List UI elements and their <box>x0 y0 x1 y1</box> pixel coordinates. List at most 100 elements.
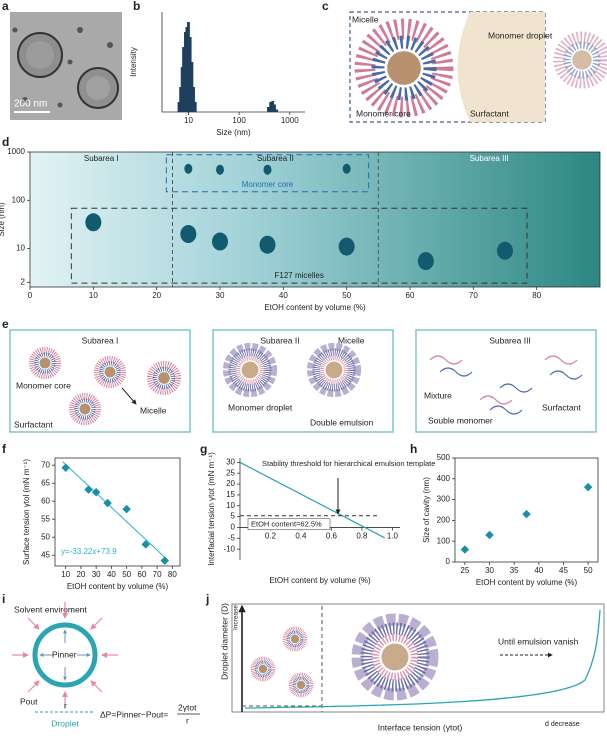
panel-label: c <box>322 0 329 13</box>
x-tick-label: 60 <box>137 570 146 579</box>
x-tick-label: 80 <box>168 570 177 579</box>
diagram-label: Monomer droplet <box>488 30 553 40</box>
data-point <box>212 232 228 251</box>
data-point <box>141 540 150 549</box>
y-tick-label: 5 <box>231 512 236 521</box>
bar <box>273 104 276 112</box>
tension-diagram: Droplet diameter (D) Increase Until emul… <box>219 603 605 732</box>
bar <box>177 102 181 112</box>
box-title: Subarea I <box>82 335 119 345</box>
data-point <box>460 545 470 554</box>
x-tick-label: 40 <box>279 291 288 300</box>
data-point <box>103 498 112 508</box>
bar <box>193 102 197 112</box>
panel-label: j <box>205 592 209 606</box>
x-tick-label: 40 <box>534 566 543 575</box>
region-label: Subarea III <box>470 154 509 163</box>
diagram-label: r <box>64 700 67 710</box>
panel-label: f <box>2 442 7 456</box>
data-point <box>180 225 197 244</box>
y-tick-label: 1000 <box>7 147 25 156</box>
data-point <box>61 463 70 472</box>
threshold-label: EtOH content=62.5% <box>251 520 322 529</box>
data-point <box>417 252 434 271</box>
data-point <box>338 237 355 256</box>
fit-line <box>62 461 167 560</box>
x-axis-label: EtOH content by volume (%) <box>476 578 578 587</box>
y-axis-label: Size (nm) <box>0 202 6 237</box>
data-point <box>122 504 131 514</box>
y-tick-label: 55 <box>41 514 50 523</box>
bar <box>267 107 270 112</box>
plot-frame <box>454 457 599 563</box>
diagram-label: Monomer core <box>356 108 411 118</box>
annotation: Stability threshold for hierarchical emu… <box>262 459 435 468</box>
box-title: Subarea II <box>260 335 299 345</box>
region-label: Subarea II <box>257 154 294 163</box>
series-box <box>70 207 528 284</box>
bar <box>269 102 273 112</box>
x-tick-label: 60 <box>406 291 415 300</box>
x-axis-label: EtOH content by volume (%) <box>264 303 366 312</box>
axis-label: Interface tension (γtot) <box>378 722 463 732</box>
diagram-label: Mixture <box>424 390 452 400</box>
x-tick-label: 1.0 <box>387 532 399 541</box>
bar <box>185 27 189 112</box>
diagram-label: Micelle <box>338 335 365 345</box>
y-tick-label: 0 <box>231 523 236 532</box>
x-tick-label: 1000 <box>281 116 299 125</box>
y-tick-label: 500 <box>437 453 451 462</box>
micelle-diagram: Micelle Monomer droplet Monomer core Sur… <box>349 11 605 123</box>
diagram-label: Pout <box>20 696 38 706</box>
x-tick-label: 25 <box>460 566 469 575</box>
equation: ΔP=Pinner−Pout= <box>100 709 168 719</box>
bar <box>184 32 187 112</box>
bar <box>275 109 279 112</box>
series-box <box>165 154 370 193</box>
panel-label: a <box>2 0 9 13</box>
y-tick-label: 30 <box>226 457 235 466</box>
x-tick-label: 20 <box>152 291 161 300</box>
bar <box>190 62 194 112</box>
data-point <box>91 487 101 497</box>
x-axis-label: EtOH content by volume (%) <box>269 576 371 585</box>
diagram-label: Pinner <box>52 649 77 659</box>
data-point <box>522 509 531 519</box>
axis-label: d decrease <box>545 721 580 728</box>
diagram-label: Micelle <box>140 405 167 415</box>
pressure-diagram: Solvent enviroment Pinner Pout r Droplet… <box>12 602 200 728</box>
equation: r <box>186 715 189 725</box>
x-tick-label: 40 <box>107 570 116 579</box>
y-tick-label: 50 <box>41 532 50 541</box>
x-tick-label: 30 <box>216 291 225 300</box>
y-tick-label: 20 <box>226 479 235 488</box>
fit-label: y=-33.22x+73.9 <box>61 547 117 556</box>
x-tick-label: 0.4 <box>295 532 307 541</box>
data-point <box>84 485 93 494</box>
box-title: Subarea III <box>489 335 531 345</box>
y-axis-label: Surface tension γtol (mN m⁻¹) <box>22 459 31 565</box>
y-tick-label: 45 <box>41 550 50 559</box>
diagram-label: Monomer droplet <box>228 402 293 412</box>
x-tick-label: 50 <box>584 566 593 575</box>
x-tick-label: 80 <box>532 291 541 300</box>
y-tick-label: 100 <box>437 536 451 545</box>
data-point <box>184 163 193 174</box>
data-point <box>160 556 169 565</box>
plot-frame <box>29 151 601 288</box>
x-tick-label: 30 <box>92 570 101 579</box>
panel-label: e <box>2 317 9 331</box>
diagram-label: Droplet <box>51 718 79 728</box>
y-tick-label: 100 <box>12 195 26 204</box>
x-tick-label: 0.8 <box>356 532 368 541</box>
diagram-label: Double emulsion <box>310 417 374 427</box>
diagram-label: Solvent enviroment <box>14 604 87 614</box>
bar <box>271 101 275 112</box>
data-point <box>259 235 276 254</box>
y-tick-label: 200 <box>437 516 451 525</box>
x-tick-label: 0 <box>28 291 33 300</box>
bar <box>192 87 195 112</box>
x-axis-label: EtOH content by volume (%) <box>67 582 169 591</box>
diagram-label: Micelle <box>352 14 379 24</box>
